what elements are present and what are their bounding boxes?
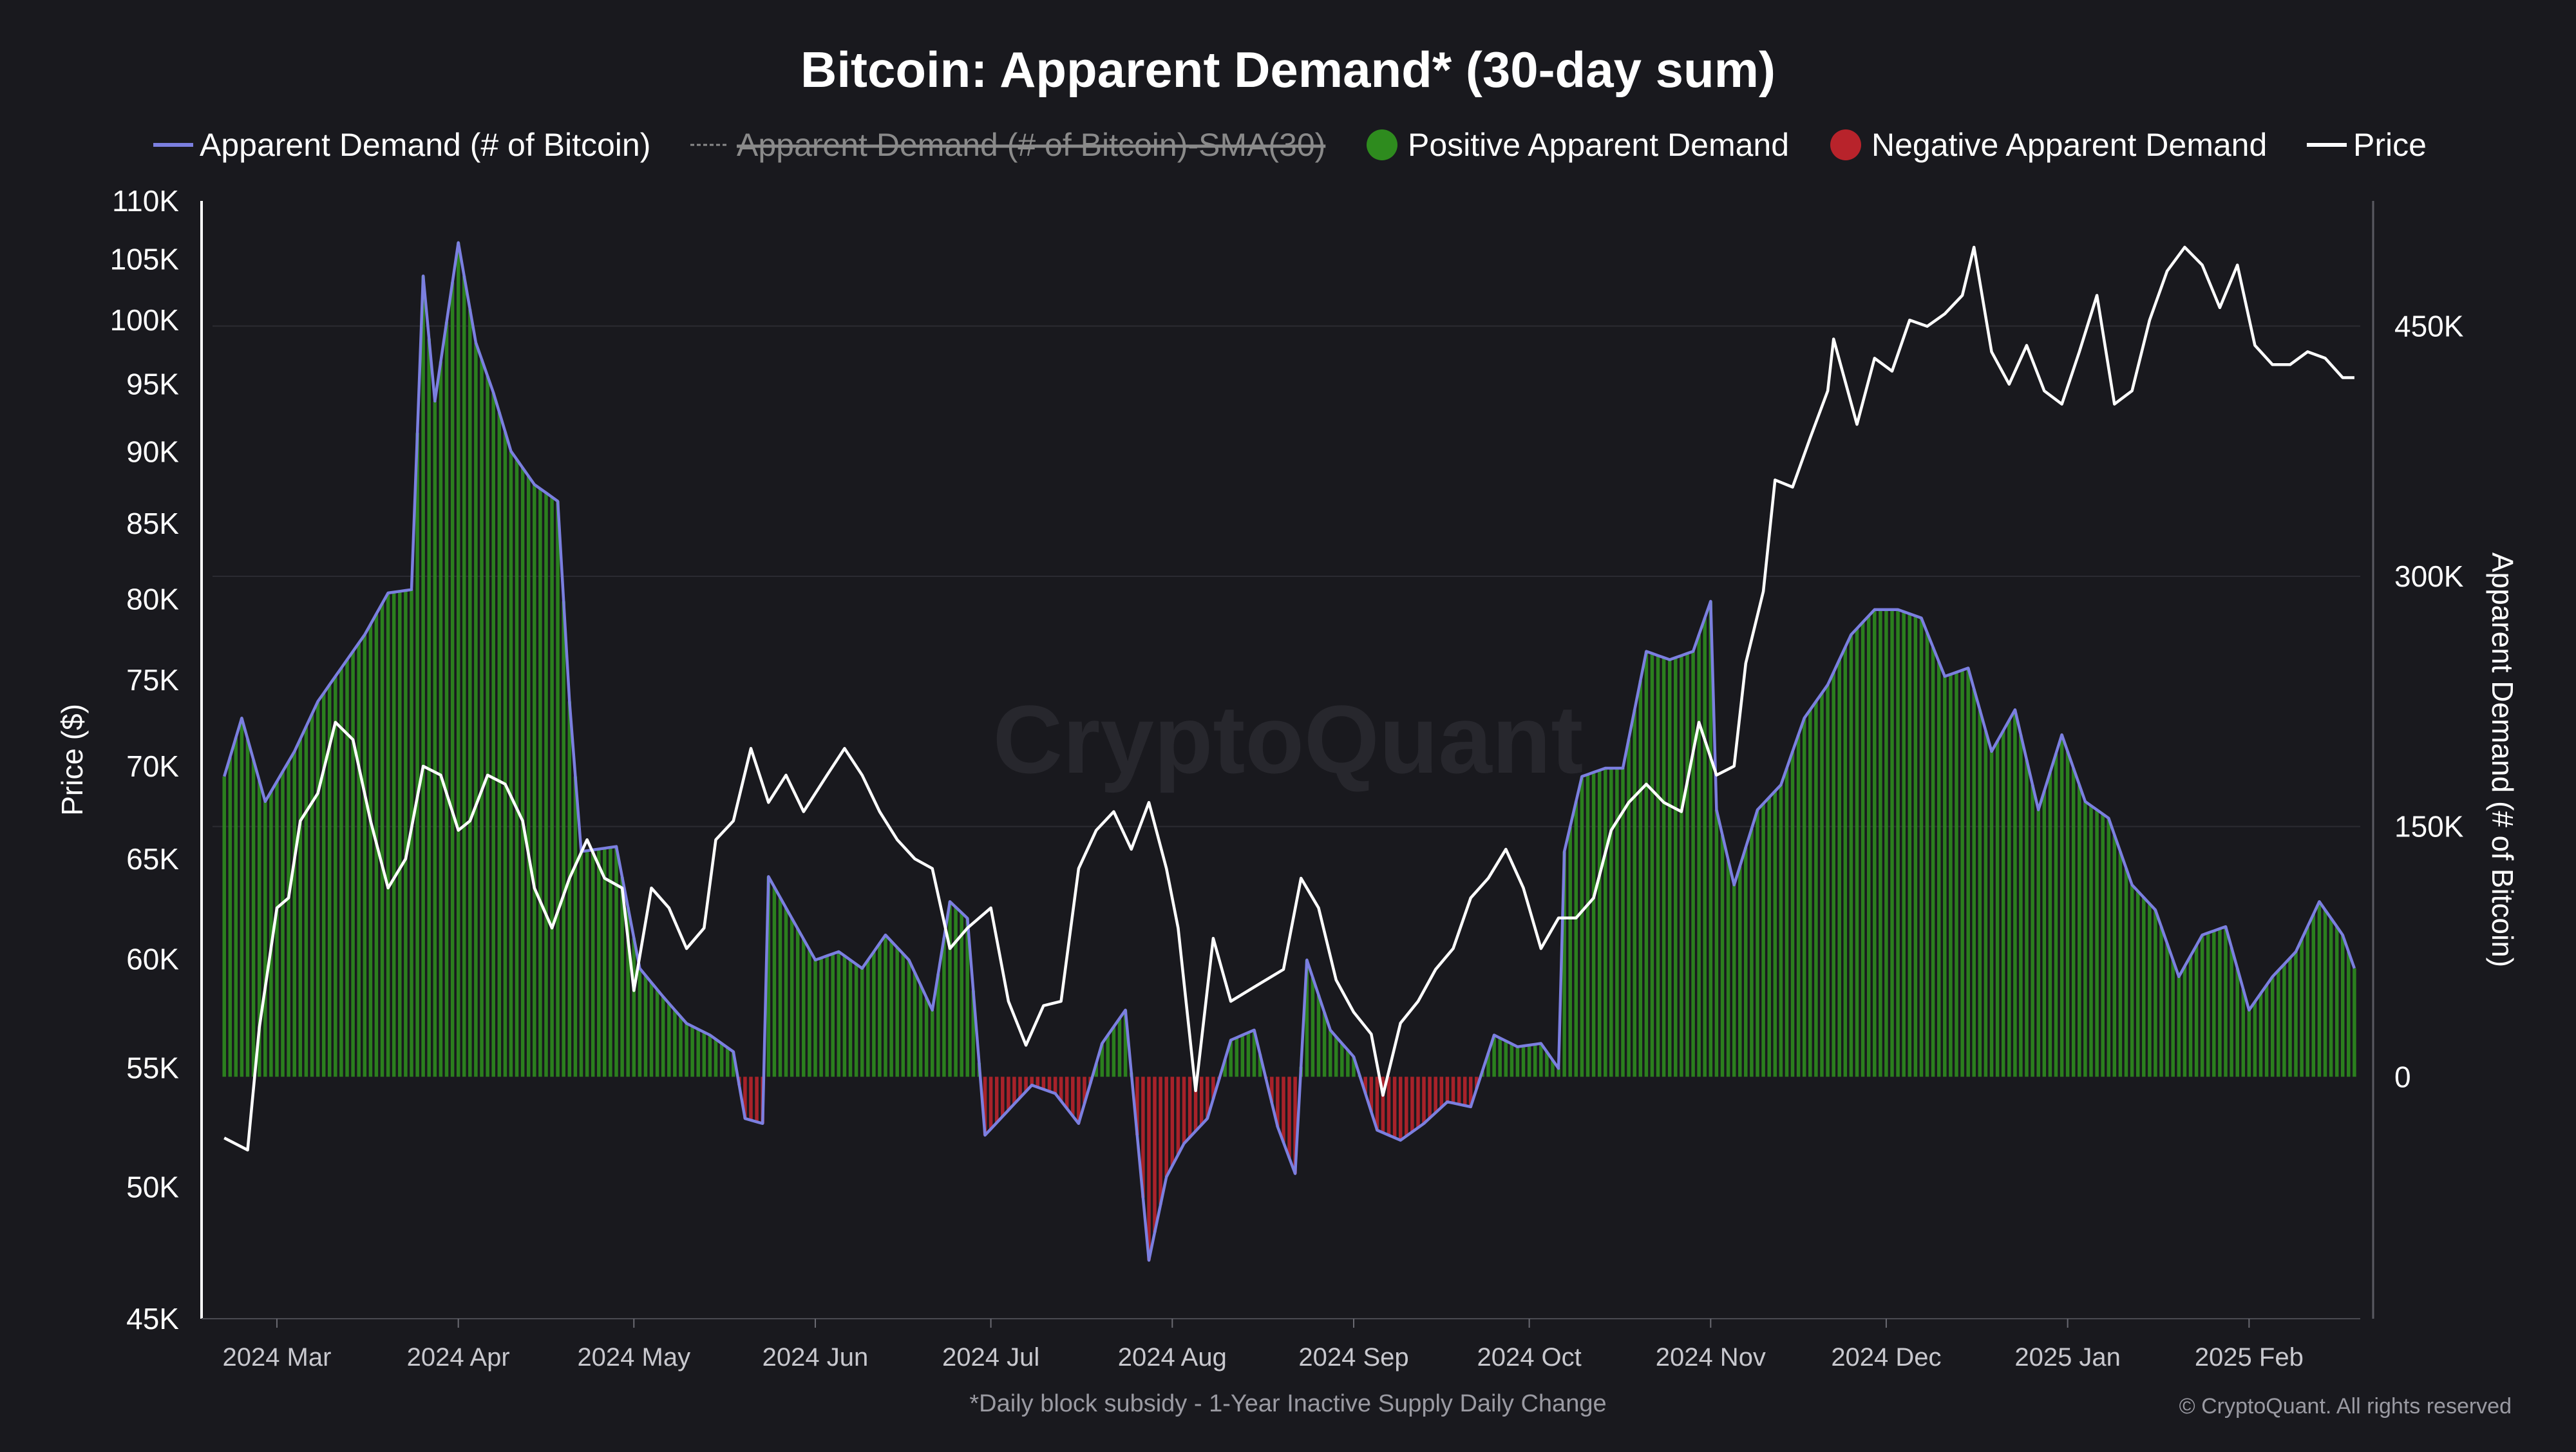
- left-tick-label: 105K: [110, 242, 180, 276]
- left-tick-label: 75K: [126, 663, 179, 697]
- x-tick-label: 2024 Mar: [222, 1343, 331, 1372]
- x-tick-label: 2024 Nov: [1656, 1343, 1766, 1372]
- x-tick-label: 2025 Jan: [2014, 1343, 2121, 1372]
- legend-label: Price: [2353, 127, 2427, 163]
- left-tick-label: 95K: [126, 368, 179, 401]
- right-y-axis-label: Apparent Demand (# of Bitcoin): [2486, 552, 2519, 967]
- left-tick-label: 110K: [112, 184, 179, 218]
- x-axis-ticks: 2024 Mar 2024 Apr 2024 May 2024 Jun 2024 Jul…: [222, 1319, 2304, 1372]
- legend-label: Apparent Demand (# of Bitcoin)-SMA(30): [737, 127, 1325, 163]
- right-tick-label: 450K: [2394, 309, 2464, 343]
- legend-label: Positive Apparent Demand: [1408, 127, 1789, 163]
- left-tick-label: 90K: [126, 435, 179, 469]
- left-tick-label: 100K: [110, 303, 180, 337]
- right-tick-label: 0: [2394, 1060, 2411, 1093]
- x-tick-label: 2024 Apr: [407, 1343, 510, 1372]
- footnote: *Daily block subsidy - 1-Year Inactive S…: [969, 1390, 1606, 1417]
- x-tick-label: 2024 Sep: [1298, 1343, 1408, 1372]
- left-tick-label: 65K: [126, 842, 179, 876]
- right-tick-label: 150K: [2394, 810, 2464, 844]
- copyright: © CryptoQuant. All rights reserved: [2179, 1394, 2512, 1419]
- x-tick-label: 2024 Oct: [1477, 1343, 1581, 1372]
- legend-label: Negative Apparent Demand: [1871, 127, 2267, 163]
- left-tick-label: 80K: [126, 583, 179, 616]
- legend: Apparent Demand (# of Bitcoin) Apparent D…: [153, 127, 2427, 163]
- x-tick-label: 2024 Jun: [762, 1343, 869, 1372]
- right-y-axis-ticks: 0 150K 300K 450K: [2394, 309, 2464, 1093]
- right-tick-label: 300K: [2394, 560, 2464, 593]
- left-tick-label: 60K: [126, 942, 179, 976]
- x-tick-label: 2025 Feb: [2195, 1343, 2304, 1372]
- legend-marker: [1830, 129, 1861, 160]
- left-tick-label: 70K: [126, 750, 179, 783]
- left-y-axis-ticks: 45K 50K 55K 60K 65K 70K 75K 80K 85K 90K 95K 100K 105…: [110, 184, 180, 1335]
- left-tick-label: 55K: [126, 1051, 179, 1084]
- x-tick-label: 2024 May: [577, 1343, 690, 1372]
- x-tick-label: 2024 Jul: [942, 1343, 1039, 1372]
- legend-label: Apparent Demand (# of Bitcoin): [200, 127, 650, 163]
- left-y-axis-label: Price ($): [55, 704, 89, 816]
- left-tick-label: 85K: [126, 507, 179, 540]
- apparent-demand-line: [223, 241, 2356, 1262]
- price-line: [223, 245, 2354, 1152]
- x-tick-label: 2024 Aug: [1118, 1343, 1227, 1372]
- chart-title: Bitcoin: Apparent Demand* (30-day sum): [800, 41, 1776, 98]
- x-tick-label: 2024 Dec: [1831, 1343, 1941, 1372]
- left-tick-label: 50K: [126, 1170, 179, 1203]
- watermark: CryptoQuant: [993, 685, 1584, 793]
- left-tick-label: 45K: [126, 1302, 179, 1335]
- legend-marker: [1367, 129, 1397, 160]
